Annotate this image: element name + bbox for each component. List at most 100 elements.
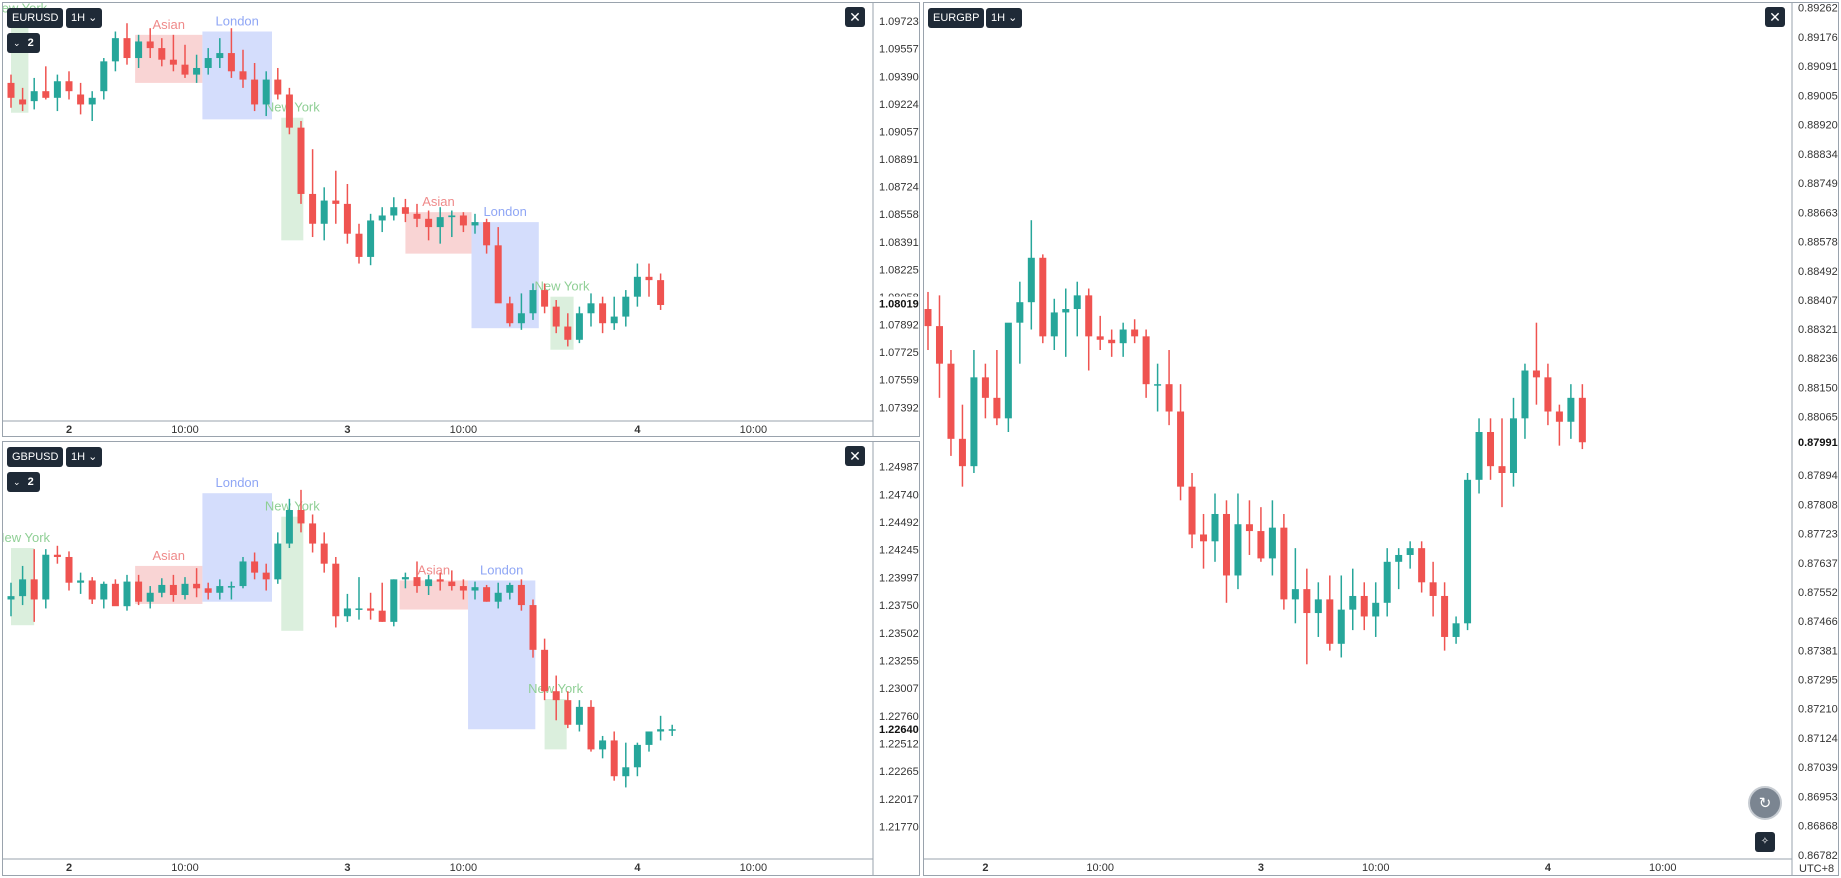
- session-label: London: [480, 562, 523, 577]
- candle-body: [1498, 466, 1506, 473]
- candle-body: [1280, 527, 1288, 600]
- close-icon[interactable]: ✕: [845, 446, 865, 466]
- candle-body: [1406, 548, 1414, 555]
- candle-body: [239, 71, 247, 80]
- price-tick-label: 0.89091: [1798, 61, 1838, 73]
- price-tick-label: 0.88834: [1798, 149, 1838, 161]
- candle-body: [1222, 513, 1230, 576]
- candle-body: [135, 581, 143, 602]
- price-tick-label: 0.87808: [1798, 499, 1838, 511]
- chart-pane-eurgbp[interactable]: 0.89262 0.89176 0.89091 0.89005 0.88920 0.888…: [923, 2, 1839, 876]
- candle-body: [343, 608, 351, 617]
- candle: [1119, 322, 1127, 357]
- candle: [436, 207, 444, 244]
- candle-body: [575, 706, 583, 725]
- candle-body: [65, 81, 73, 92]
- candle-body: [552, 691, 560, 701]
- candle: [158, 578, 166, 598]
- indicator-count: 2: [27, 37, 34, 49]
- auto-scale-icon[interactable]: ✧: [1755, 832, 1775, 852]
- indicator-count: 2: [27, 476, 34, 488]
- candle-body: [332, 200, 340, 204]
- timeframe-selector[interactable]: 1H ⌄: [986, 8, 1023, 28]
- candle-body: [1487, 432, 1495, 467]
- candle: [970, 350, 978, 473]
- candle: [19, 565, 27, 606]
- candle-body: [285, 94, 293, 128]
- candle: [216, 38, 224, 68]
- candle: [425, 574, 433, 596]
- candle: [1487, 418, 1495, 480]
- candle: [1234, 493, 1242, 590]
- candle-body: [494, 592, 502, 602]
- price-tick-label: 1.21770: [879, 822, 919, 834]
- timeframe-selector[interactable]: 1H ⌄: [66, 8, 103, 28]
- candle-body: [1234, 524, 1242, 576]
- candle: [1383, 548, 1391, 617]
- candle: [1268, 500, 1276, 576]
- candle: [19, 87, 27, 112]
- candle-body: [390, 207, 398, 216]
- last-price-background: [874, 296, 919, 311]
- price-tick-label: 1.23255: [879, 655, 919, 667]
- candle-body: [564, 700, 572, 725]
- candle-body: [123, 581, 131, 607]
- candle: [65, 71, 73, 100]
- candle: [1372, 582, 1380, 637]
- candle: [169, 574, 177, 602]
- candle: [390, 197, 398, 221]
- session-rect: [544, 699, 567, 750]
- candle: [77, 572, 85, 594]
- timezone-label[interactable]: UTC+8: [1799, 863, 1835, 875]
- candle-body: [575, 313, 583, 340]
- candle: [42, 66, 50, 100]
- candle: [343, 593, 351, 622]
- candle: [320, 187, 328, 241]
- timeframe-label: 1H: [991, 12, 1006, 24]
- symbol-badge[interactable]: GBPUSD: [7, 447, 64, 467]
- candle: [1154, 363, 1162, 412]
- price-tick-label: 1.24987: [879, 462, 919, 474]
- symbol-badge[interactable]: EURGBP: [928, 8, 985, 28]
- candle-body: [610, 740, 618, 777]
- candle-body: [1004, 322, 1012, 419]
- session-rect: [135, 34, 203, 83]
- indicator-toggle[interactable]: ⌄ 2: [7, 472, 40, 492]
- candle: [668, 724, 676, 736]
- price-tick-label: 1.09057: [879, 126, 919, 138]
- candle-body: [401, 577, 409, 580]
- indicator-toggle[interactable]: ⌄ 2: [7, 33, 40, 53]
- candle-body: [1544, 377, 1552, 412]
- candle: [1245, 500, 1253, 555]
- price-tick-label: 0.86868: [1798, 821, 1838, 833]
- symbol-badge[interactable]: EURUSD: [7, 8, 64, 28]
- candle: [564, 313, 572, 347]
- candle-body: [1131, 329, 1139, 337]
- time-tick-label: 10:00: [1362, 862, 1390, 874]
- scroll-to-realtime-icon[interactable]: ↻: [1748, 786, 1782, 820]
- candle-body: [77, 580, 85, 583]
- candlestick-chart-eurgbp[interactable]: 0.89262 0.89176 0.89091 0.89005 0.88920 0.888…: [924, 3, 1839, 876]
- candle: [216, 579, 224, 600]
- candle-body: [274, 79, 282, 95]
- session-label: London: [483, 204, 526, 219]
- candle-body: [1383, 561, 1391, 603]
- candle: [135, 574, 143, 606]
- candle-body: [633, 744, 641, 768]
- candle-body: [123, 38, 131, 59]
- timeframe-selector[interactable]: 1H ⌄: [66, 447, 103, 467]
- candle: [1360, 582, 1368, 631]
- price-tick-label: 0.89176: [1798, 32, 1838, 44]
- session-rect: [471, 222, 539, 329]
- candle: [541, 638, 549, 701]
- session-rect: [202, 31, 272, 120]
- close-icon[interactable]: ✕: [1765, 7, 1785, 27]
- close-icon[interactable]: ✕: [845, 7, 865, 27]
- session-label: Asian: [152, 548, 185, 563]
- price-tick-label: 0.87124: [1798, 733, 1838, 745]
- candle: [146, 28, 154, 59]
